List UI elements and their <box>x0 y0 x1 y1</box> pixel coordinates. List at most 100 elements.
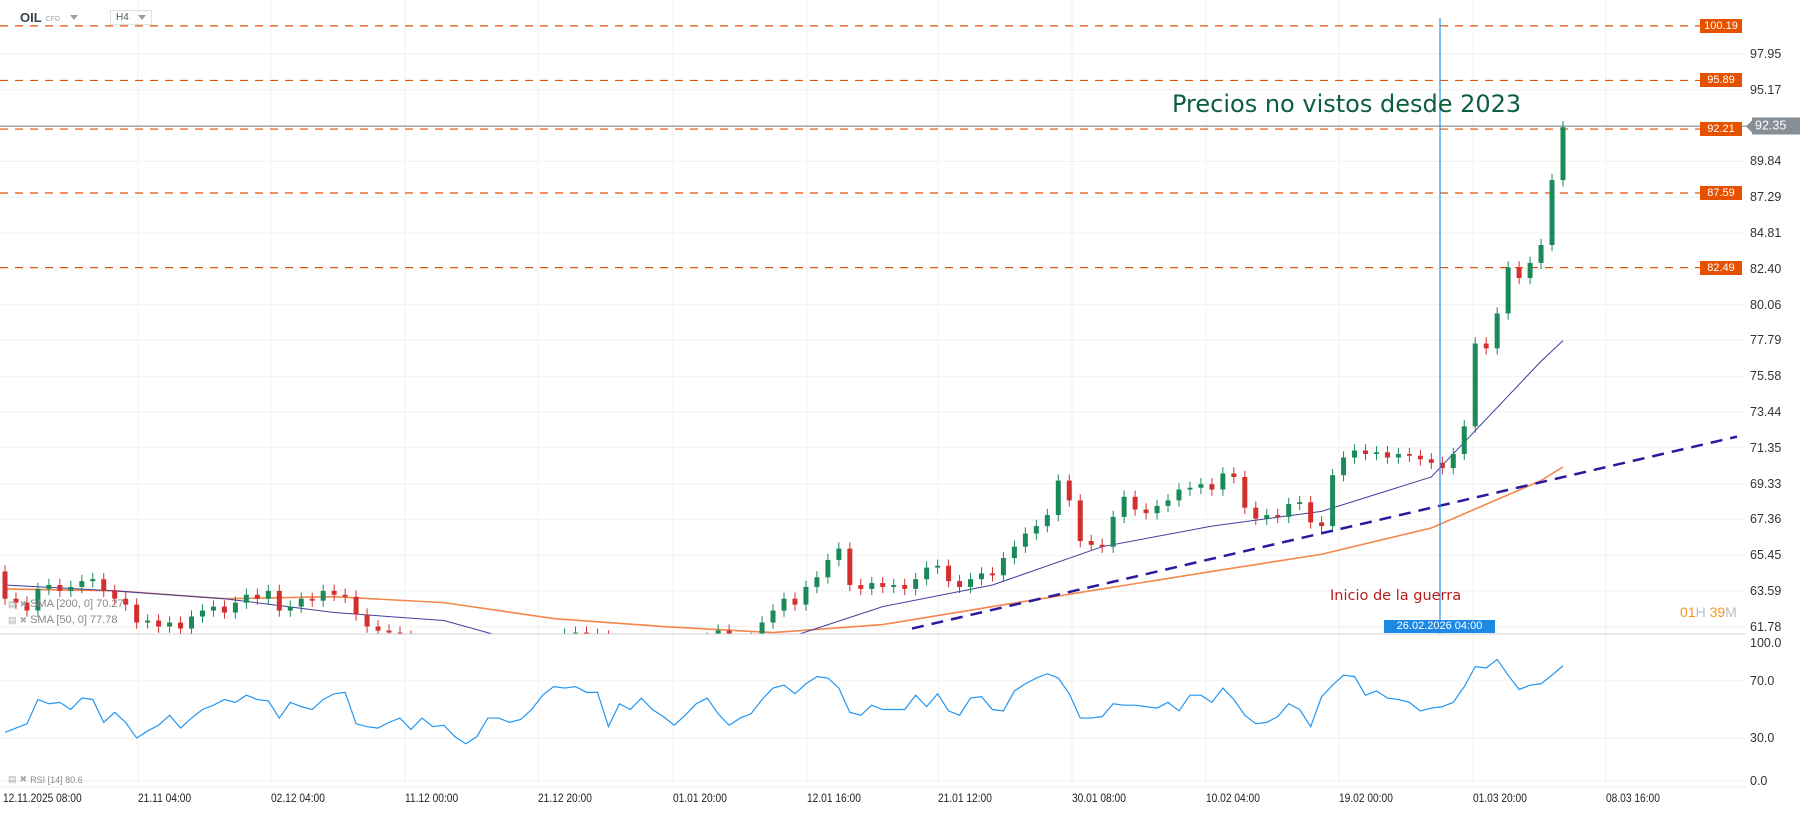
candle-body <box>452 651 457 655</box>
candle-body <box>331 590 337 595</box>
candle-body <box>1220 473 1226 490</box>
legend-rsi-text: RSI [14] 80.6 <box>30 774 83 785</box>
candle <box>1395 447 1401 464</box>
candle <box>1549 173 1555 252</box>
candle-body <box>858 585 864 589</box>
price-level-tag[interactable]: 100.19 <box>1700 18 1742 33</box>
time-tick-label: 21.01 12:00 <box>938 791 992 805</box>
candle-body <box>474 647 479 651</box>
legend-rsi[interactable]: ▤ ✖ RSI [14] 80.6 <box>8 774 83 785</box>
candle <box>24 596 30 617</box>
candle <box>650 641 655 658</box>
candle <box>101 572 107 598</box>
candle <box>397 626 403 634</box>
price-tick-label: 77.79 <box>1750 333 1782 348</box>
candle <box>902 578 908 596</box>
candle <box>342 588 348 603</box>
candle-body <box>738 643 743 647</box>
candle-body <box>1450 454 1456 469</box>
settings-icon[interactable]: ▤ <box>8 774 17 784</box>
candle-body <box>397 632 403 634</box>
countdown-minutes: 39 <box>1709 604 1726 620</box>
candle <box>276 584 282 617</box>
candle-body <box>628 649 633 653</box>
candle-body <box>79 581 85 587</box>
candle-body <box>902 585 908 589</box>
candle-body <box>957 581 963 587</box>
candle-body <box>243 594 249 603</box>
candle-body <box>287 606 293 611</box>
candle-body <box>1132 496 1138 510</box>
candle <box>770 604 776 629</box>
candle <box>134 598 140 629</box>
candle-body <box>989 573 995 576</box>
candle <box>1066 474 1072 507</box>
candle <box>221 600 227 619</box>
candle-body <box>683 643 688 645</box>
price-tick-label: 71.35 <box>1750 440 1782 455</box>
settings-icon[interactable]: ▤ <box>8 614 17 625</box>
candle-body <box>606 637 611 645</box>
candle-body <box>309 598 315 601</box>
candle-body <box>792 598 798 605</box>
legend-sma50-text: SMA [50, 0] 77.78 <box>30 614 118 626</box>
candle <box>924 561 930 586</box>
candle-body <box>617 645 622 649</box>
candle-body <box>1066 480 1072 501</box>
candle <box>1384 446 1390 464</box>
trendline[interactable] <box>911 435 1738 630</box>
candle <box>869 576 875 596</box>
price-level-tag[interactable]: 82.49 <box>1700 260 1742 275</box>
candle-body <box>1121 496 1127 517</box>
settings-icon[interactable]: ▤ <box>8 598 17 609</box>
candle <box>1077 494 1083 548</box>
candle <box>13 592 19 609</box>
candle-body <box>134 604 140 623</box>
timeframe-selector[interactable]: H4 <box>110 10 152 25</box>
close-icon[interactable]: ✖ <box>19 614 28 625</box>
close-icon[interactable]: ✖ <box>19 598 28 609</box>
candle <box>178 616 184 634</box>
symbol-selector[interactable]: OIL CFD <box>20 10 79 25</box>
candle <box>529 641 534 660</box>
timeframe-value: H4 <box>116 12 129 23</box>
legend-sma200[interactable]: ▤ ✖ SMA [200, 0] 70.27 <box>8 598 124 610</box>
candle-body <box>167 622 173 627</box>
price-tick-label: 84.81 <box>1750 226 1782 240</box>
candle-countdown: 01H 39M <box>1680 604 1737 620</box>
price-level-tag[interactable]: 95.89 <box>1700 73 1742 88</box>
candle-body <box>1231 473 1237 477</box>
candle <box>891 578 897 594</box>
candle <box>706 632 708 634</box>
candle-body <box>1549 180 1555 245</box>
candle-body <box>1395 454 1401 458</box>
candle <box>1352 444 1358 464</box>
time-tick-label: 08.03 16:00 <box>1606 791 1660 805</box>
candle <box>1132 490 1138 516</box>
candle-body <box>1198 484 1204 488</box>
candle <box>1099 538 1105 553</box>
event-annotation: Inicio de la guerra <box>1330 588 1462 604</box>
candle-body <box>386 630 392 633</box>
candle-body <box>254 594 260 599</box>
candle <box>913 572 919 596</box>
candle <box>759 616 765 634</box>
candle <box>463 641 468 658</box>
candle <box>694 637 699 654</box>
time-tick-label: 11.12 00:00 <box>405 791 459 805</box>
candle-body <box>1538 244 1544 263</box>
candle-body <box>978 573 984 580</box>
price-level-tag[interactable]: 92.21 <box>1700 122 1742 137</box>
price-level-tag[interactable]: 87.59 <box>1700 185 1742 200</box>
candle-body <box>661 647 666 649</box>
legend-sma50[interactable]: ▤ ✖ SMA [50, 0] 77.78 <box>8 614 118 626</box>
chevron-down-icon[interactable] <box>138 15 146 20</box>
close-icon[interactable]: ✖ <box>19 774 28 784</box>
chevron-down-icon[interactable] <box>70 15 79 20</box>
candle-body <box>551 643 556 645</box>
candle <box>167 616 173 633</box>
candle <box>1110 510 1116 553</box>
candle <box>1198 477 1204 494</box>
candle <box>1044 508 1050 533</box>
